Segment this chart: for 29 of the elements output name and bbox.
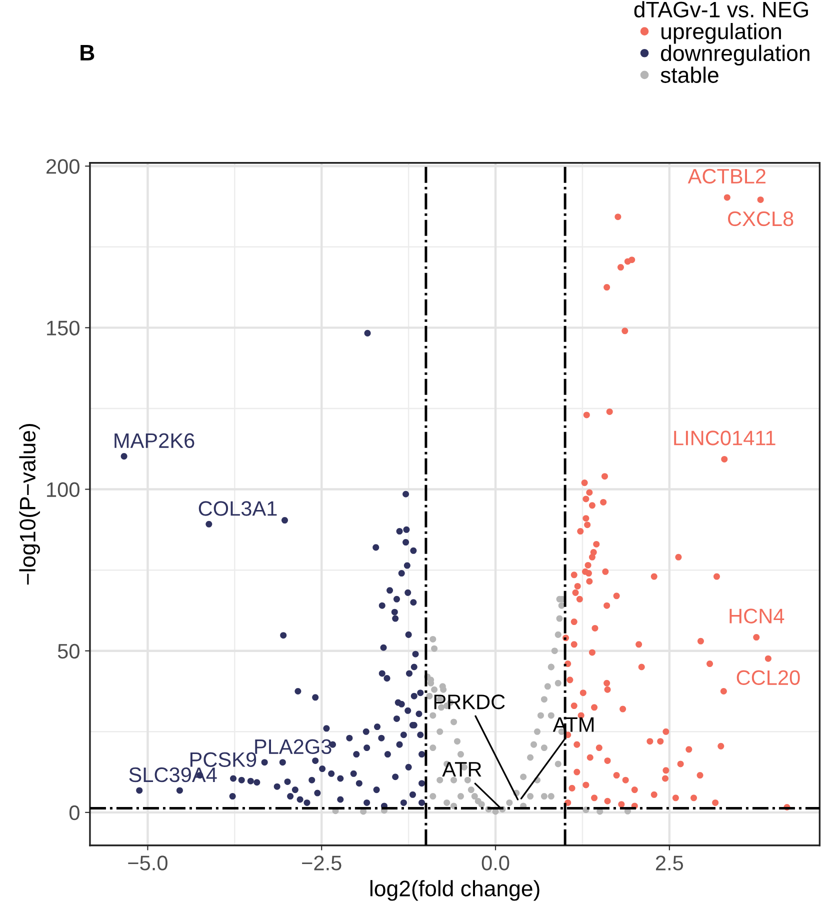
annotation: LINC01411 (674, 430, 776, 446)
x-axis-title: log2(fold change) (370, 880, 540, 901)
y-tick-label: 150 (47, 320, 80, 336)
legend-title: dTAGv-1 vs. NEG (634, 1, 808, 18)
annotation: SLC39A4 (129, 767, 217, 782)
x-tick-label: 0.0 (482, 856, 510, 870)
annotation: PLA2G3 (255, 739, 332, 754)
x-tick-label: −2.5 (302, 856, 342, 870)
annotation: CXCL8 (728, 211, 794, 226)
x-tick-label: −5.0 (128, 856, 168, 870)
annotation: MAP2K6 (114, 433, 194, 448)
x-tick-label: 2.5 (656, 856, 684, 870)
legend-label: upregulation (662, 22, 781, 44)
annotation: PCSK9 (190, 752, 256, 767)
annotation: PRKDC (434, 694, 505, 710)
chart-title: B (80, 45, 94, 60)
annotation: COL3A1 (198, 501, 277, 516)
annotation: ATM (552, 717, 594, 732)
legend-label: downregulation (661, 44, 810, 66)
annotation: ATR (442, 762, 482, 776)
annotation: CCL20 (736, 670, 800, 686)
annotation: HCN4 (730, 608, 784, 624)
y-tick-label: 0 (69, 805, 80, 820)
y-axis-title: −log10(P−value) (19, 424, 40, 585)
y-tick-label: 200 (46, 159, 80, 174)
legend-label: stable (660, 66, 718, 83)
annotation: ACTBL2 (688, 168, 766, 184)
y-tick-label: 100 (47, 482, 80, 498)
y-tick-label: 50 (58, 644, 80, 659)
